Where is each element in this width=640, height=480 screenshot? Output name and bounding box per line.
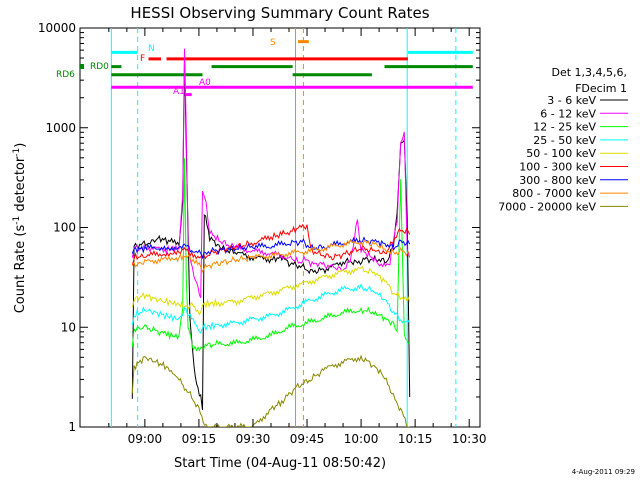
series-line-5: [131, 223, 411, 266]
x-tick-label-1: 09:15: [182, 432, 217, 446]
flag-label-s: S: [270, 38, 276, 48]
x-tick-label-4: 10:00: [344, 432, 379, 446]
legend-label-1: 6 - 12 keV: [540, 107, 596, 120]
flag-label-a0: A0: [199, 78, 211, 88]
y-axis-label: Count Rate (s-1 detector-1): [12, 143, 28, 314]
x-tick-label-2: 09:30: [236, 432, 271, 446]
series-lines: [131, 48, 411, 427]
rd0-marker: [80, 64, 84, 69]
legend-label-5: 100 - 300 keV: [519, 161, 596, 174]
flag-label-f: F: [140, 54, 145, 64]
legend-label-4: 50 - 100 keV: [526, 147, 596, 160]
y-axis-ticks: 1 10 100 1000 10000: [38, 21, 480, 434]
series-line-0: [131, 56, 411, 411]
legend-header-1: Det 1,3,4,5,6,: [551, 66, 627, 79]
legend-label-7: 800 - 7000 keV: [512, 187, 596, 200]
legend-label-3: 25 - 50 keV: [533, 134, 596, 147]
legend-label-8: 7000 - 20000 keV: [498, 200, 596, 213]
x-axis-label: Start Time (04-Aug-11 08:50:42): [174, 456, 386, 471]
flag-bars: [111, 40, 473, 97]
x-tick-label-0: 09:00: [128, 432, 163, 446]
series-line-4: [131, 265, 411, 316]
legend-header-2: FDecim 1: [575, 82, 627, 95]
legend-label-2: 12 - 25 keV: [533, 121, 596, 134]
series-line-6: [131, 236, 411, 260]
x-tick-label-3: 09:45: [290, 432, 325, 446]
legend-label-0: 3 - 6 keV: [547, 94, 596, 107]
y-tick-label-4: 10000: [38, 21, 76, 35]
flag-label-n: N: [148, 44, 155, 54]
y-tick-label-0: 1: [68, 420, 76, 434]
series-line-1: [131, 48, 411, 298]
flag-label-a1: A1: [173, 87, 185, 97]
series-line-8: [131, 354, 410, 427]
y-tick-label-1: 10: [61, 320, 76, 334]
flag-label-rd0: RD0: [90, 62, 109, 72]
legend-label-6: 300 - 800 keV: [519, 174, 596, 187]
y-tick-label-2: 100: [53, 221, 76, 235]
series-line-2: [131, 158, 410, 352]
x-tick-label-5: 10:15: [398, 432, 433, 446]
series-line-7: [131, 238, 411, 273]
y-tick-label-3: 1000: [45, 121, 76, 135]
flag-label-rd6: RD6: [56, 70, 75, 80]
x-axis-ticks: 09:00 09:15 09:30 09:45 10:00 10:15 10:30: [108, 28, 487, 446]
timestamp: 4-Aug-2011 09:29: [572, 468, 635, 476]
series-line-3: [131, 282, 411, 334]
x-tick-label-6: 10:30: [452, 432, 487, 446]
chart-title: HESSI Observing Summary Count Rates: [130, 4, 429, 22]
